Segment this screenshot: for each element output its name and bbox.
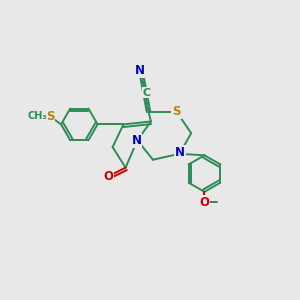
Text: N: N (175, 146, 185, 159)
Text: O: O (200, 196, 209, 208)
Text: CH₃: CH₃ (27, 111, 47, 121)
Text: O: O (103, 170, 113, 183)
Text: S: S (172, 105, 181, 118)
Text: N: N (135, 64, 145, 77)
Text: C: C (142, 88, 151, 98)
Text: N: N (131, 134, 142, 147)
Text: S: S (46, 110, 54, 123)
